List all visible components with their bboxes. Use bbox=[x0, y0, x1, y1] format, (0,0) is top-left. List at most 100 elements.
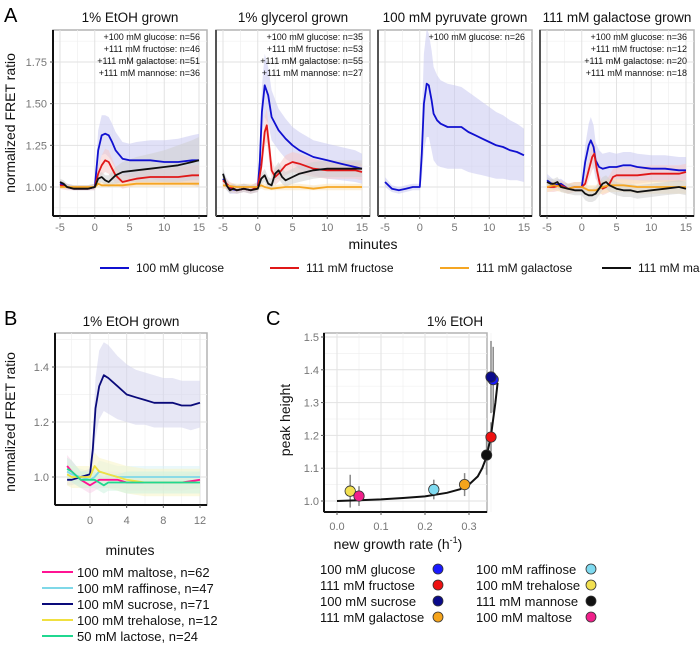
legend-item: 100 mM maltose, n=62 bbox=[42, 565, 210, 580]
y-tick-label: 1.2 bbox=[34, 417, 49, 429]
legend-item: 100 mM glucose bbox=[320, 562, 444, 577]
x-tick-label: 4 bbox=[124, 515, 130, 527]
y-tick-label: 1.0 bbox=[304, 496, 319, 508]
x-tick-label: -5 bbox=[380, 222, 390, 234]
panel-a: 1% EtOH grown -5 0 5 10 15 +100 mM glucose: n=… bbox=[2, 10, 700, 275]
data-point-100-mm-maltose bbox=[353, 490, 365, 502]
legend-label: 100 mM raffinose bbox=[476, 562, 576, 577]
series-line-111-mm-galactose bbox=[222, 184, 362, 190]
ribbon-50-mm-lactose bbox=[67, 457, 200, 494]
n-annotation: +111 mM galactose: n=51 bbox=[97, 56, 200, 66]
legend-swatch bbox=[432, 579, 444, 591]
y-axis-title: normalized FRET ratio bbox=[2, 53, 18, 193]
legend-label: 111 mM mannose bbox=[476, 594, 578, 609]
x-tick-label: 12 bbox=[194, 515, 206, 527]
legend-label: 100 mM trehalose bbox=[476, 578, 580, 593]
x-axis-title: minutes bbox=[348, 236, 397, 252]
y-tick-label: 1.75 bbox=[26, 57, 47, 69]
x-tick-label: 8 bbox=[160, 515, 166, 527]
series-line-111-mm-galactose bbox=[60, 182, 199, 188]
subplot-a3: 100 mM pyruvate grown -5 0 5 10 15 +100 mM glu… bbox=[377, 10, 533, 234]
legend-item: 111 mM galactose bbox=[320, 610, 444, 625]
legend-item: 100 mM raffinose bbox=[476, 562, 597, 577]
legend-item: 111 mM mannose bbox=[602, 261, 700, 275]
y-tick-label: 1.3 bbox=[304, 398, 319, 410]
legend-item: 100 mM maltose bbox=[476, 610, 597, 625]
legend-label: 50 mM lactose, n=24 bbox=[77, 629, 198, 644]
n-annotation: +111 mM galactose: n=55 bbox=[260, 56, 363, 66]
legend-item: 111 mM galactose bbox=[440, 261, 573, 275]
x-tick-label: -5 bbox=[218, 222, 228, 234]
data-point-100-mm-raffinose bbox=[428, 483, 440, 496]
x-tick-label: 5 bbox=[613, 222, 619, 234]
legend-label: 100 mM maltose bbox=[476, 610, 572, 625]
legend-label: 111 mM fructose bbox=[306, 261, 394, 275]
series-line-50-mm-lactose bbox=[66, 468, 200, 487]
n-annotation: +111 mM mannose: n=27 bbox=[262, 68, 363, 78]
data-point-100-mm-sucrose bbox=[485, 371, 497, 383]
legend-swatch bbox=[585, 579, 597, 591]
y-tick-label: 1.4 bbox=[34, 362, 49, 374]
legend-item: 111 mM fructose bbox=[270, 261, 394, 275]
legend-label: 100 mM sucrose, n=71 bbox=[77, 597, 210, 612]
x-tick-label: 0 bbox=[92, 222, 98, 234]
x-tick-label: 15 bbox=[356, 222, 368, 234]
legend-item: 50 mM lactose, n=24 bbox=[42, 629, 198, 644]
data-point-111-mm-galactose bbox=[458, 478, 471, 491]
n-annotation: +100 mM glucose: n=26 bbox=[428, 32, 525, 42]
n-annotation: +111 mM fructose: n=53 bbox=[267, 44, 363, 54]
x-tick-label: 0.2 bbox=[417, 521, 432, 533]
panel-b: 1% EtOH grown 0 4 8 12 1.0 1.2 1.4 normalized FR… bbox=[2, 314, 218, 644]
ribbon-100-mm-sucrose bbox=[67, 342, 200, 486]
legend-swatch bbox=[585, 563, 597, 575]
panel-title: 1% EtOH bbox=[427, 314, 483, 329]
series-line-100-mm-glucose bbox=[384, 82, 525, 192]
panel-c: 1% EtOH 0.0 0.1 0.2 0.3 1.0 1.1 1.2 1.3 1.4 1.5 pea… bbox=[277, 314, 597, 625]
legend-item: 100 mM trehalose bbox=[476, 578, 597, 593]
x-tick-label: 0.1 bbox=[373, 521, 388, 533]
y-tick-label: 1.1 bbox=[304, 463, 319, 475]
y-axis-title: peak height bbox=[277, 384, 293, 457]
legend-label: 100 mM raffinose, n=47 bbox=[77, 581, 214, 596]
x-tick-label: 15 bbox=[518, 222, 530, 234]
x-tick-label: 5 bbox=[126, 222, 132, 234]
legend-label: 111 mM fructose bbox=[320, 578, 415, 593]
ribbon-100-mm-glucose bbox=[385, 28, 524, 194]
x-tick-label: 10 bbox=[158, 222, 170, 234]
subplot-title: 1% glycerol grown bbox=[238, 10, 348, 25]
legend-swatch bbox=[432, 611, 444, 623]
n-annotation: +111 mM mannose: n=36 bbox=[99, 68, 200, 78]
legend-swatch bbox=[432, 563, 444, 575]
data-point-111-mm-mannose bbox=[480, 449, 493, 461]
x-axis-title-close: ) bbox=[458, 536, 463, 552]
x-tick-label: -5 bbox=[542, 222, 552, 234]
legend-swatch bbox=[585, 595, 597, 607]
y-axis-title: normalized FRET ratio bbox=[2, 352, 18, 492]
x-axis-title-main: new growth rate (h bbox=[334, 536, 450, 552]
legend-item: 100 mM sucrose, n=71 bbox=[42, 597, 210, 612]
y-tick-label: 1.2 bbox=[304, 430, 319, 442]
x-tick-label: 5 bbox=[451, 222, 457, 234]
y-tick-label: 1.50 bbox=[26, 99, 47, 111]
legend-item: 100 mM trehalose, n=12 bbox=[42, 613, 218, 628]
panel-label-a: A bbox=[4, 5, 18, 27]
x-tick-label: 10 bbox=[645, 222, 657, 234]
x-tick-label: 0.3 bbox=[461, 521, 476, 533]
series-line-111-mm-mannose bbox=[222, 167, 362, 192]
legend-label: 111 mM galactose bbox=[320, 610, 424, 625]
legend-label: 100 mM maltose, n=62 bbox=[77, 565, 210, 580]
legend-item: 111 mM fructose bbox=[320, 578, 444, 593]
legend-swatch bbox=[432, 595, 444, 607]
series-line-111-mm-mannose bbox=[59, 159, 200, 190]
data-point-100-mm-trehalose bbox=[344, 485, 356, 497]
n-annotation: +111 mM mannose: n=18 bbox=[586, 68, 687, 78]
x-tick-label: 0 bbox=[579, 222, 585, 234]
legend-item: 100 mM raffinose, n=47 bbox=[42, 581, 214, 596]
panel-label-c: C bbox=[266, 308, 280, 330]
x-tick-label: -5 bbox=[55, 222, 65, 234]
subplot-a2: 1% glycerol grown -5 0 5 10 15 +100 mM glucose… bbox=[215, 10, 371, 234]
legend-item: 100 mM sucrose bbox=[320, 594, 444, 609]
panel-title: 1% EtOH grown bbox=[83, 314, 180, 329]
n-annotation: +111 mM fructose: n=12 bbox=[591, 44, 687, 54]
